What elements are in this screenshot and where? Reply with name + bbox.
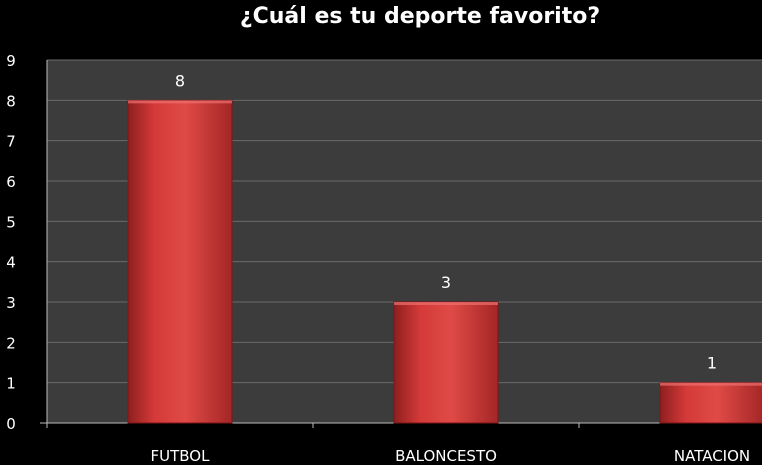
y-tick-label: 0 xyxy=(6,415,16,433)
y-tick-label: 6 xyxy=(6,173,16,191)
y-tick-label: 8 xyxy=(6,92,16,110)
y-tick-label: 4 xyxy=(6,254,16,272)
y-tick-label: 2 xyxy=(6,334,16,352)
bar-futbol xyxy=(127,99,233,424)
y-tick-label: 3 xyxy=(6,294,16,312)
bar-highlight xyxy=(660,382,762,386)
bar-highlight xyxy=(394,302,498,305)
bar-baloncesto xyxy=(393,301,499,424)
x-category-label: FUTBOL xyxy=(151,447,211,465)
y-tick-label: 5 xyxy=(6,213,16,231)
x-category-label: NATACION xyxy=(674,447,750,465)
bar-highlight xyxy=(128,100,232,104)
chart-title: ¿Cuál es tu deporte favorito? xyxy=(239,4,601,29)
y-tick-label: 1 xyxy=(6,375,16,393)
data-label: 1 xyxy=(707,354,717,373)
x-category-label: BALONCESTO xyxy=(395,447,497,465)
y-tick-label: 9 xyxy=(6,52,16,70)
data-label: 8 xyxy=(175,71,185,90)
bar-natacion xyxy=(659,382,762,424)
data-label: 3 xyxy=(441,273,451,292)
y-tick-label: 7 xyxy=(6,133,16,151)
